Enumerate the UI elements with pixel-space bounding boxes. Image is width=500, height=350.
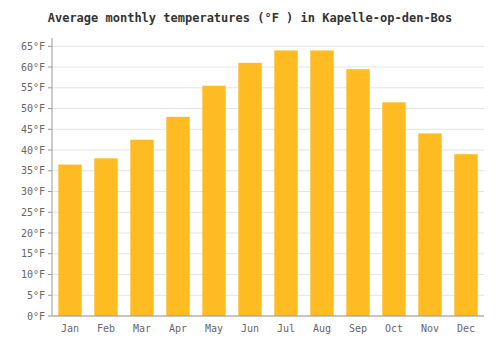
x-tick-label: Jan [61,323,79,334]
x-tick-labels: Jan Feb Mar Apr May Jun Jul Aug Sep Oct Nov Dec [61,323,475,334]
y-tick [48,87,52,88]
y-tick-label: 15°F [21,248,45,259]
x-tick-label: Nov [421,323,439,334]
y-tick [48,233,52,234]
y-tick [48,295,52,296]
y-tick-labels: 0°F 5°F 10°F 15°F 20°F 25°F 30°F 35°F 40°F 45°F 50… [21,41,52,322]
x-tick-label: Dec [457,323,475,334]
y-tick-label: 35°F [21,165,45,176]
y-tick [48,46,52,47]
y-axis-line [52,38,53,316]
grid-line [52,316,484,317]
x-tick-label: Feb [97,323,115,334]
y-tick-label: 45°F [21,124,45,135]
bar [418,133,441,316]
grid-line [52,46,484,47]
bar [346,69,369,316]
y-tick [48,191,52,192]
y-tick-label: 50°F [21,103,45,114]
chart-svg: Average monthly temperatures (°F ) in Ka… [0,0,500,350]
x-tick-label: Oct [385,323,403,334]
x-tick-label: Jun [241,323,259,334]
grid-line [52,129,484,130]
bar [94,158,117,316]
y-tick-label: 25°F [21,207,45,218]
bar [310,50,333,316]
bar [382,102,405,316]
bar [238,63,261,316]
y-tick [48,108,52,109]
x-tick-label: Apr [169,323,187,334]
y-tick-label: 40°F [21,145,45,156]
grid [52,46,484,316]
y-tick [48,129,52,130]
bar [58,165,81,316]
y-tick [48,316,52,317]
y-tick [48,274,52,275]
y-tick-label: 65°F [21,41,45,52]
x-axis-line [52,316,484,317]
x-tick-label: Sep [349,323,367,334]
y-tick-label: 5°F [27,290,45,301]
bar [274,50,297,316]
y-tick [48,150,52,151]
bar [202,86,225,316]
y-tick-label: 20°F [21,228,45,239]
y-tick [48,67,52,68]
y-tick [48,170,52,171]
grid-line [52,87,484,88]
y-tick-label: 30°F [21,186,45,197]
x-tick-label: Mar [133,323,151,334]
y-tick-label: 60°F [21,62,45,73]
x-tick-label: Jul [277,323,295,334]
chart-title: Average monthly temperatures (°F ) in Ka… [48,11,453,25]
chart-container: Average monthly temperatures (°F ) in Ka… [0,0,500,350]
grid-line [52,108,484,109]
y-tick-label: 55°F [21,82,45,93]
y-tick [48,253,52,254]
bar [454,154,477,316]
x-tick-label: May [205,323,223,334]
bar [130,140,153,316]
bars [58,50,477,316]
y-tick [48,212,52,213]
x-tick-label: Aug [313,323,331,334]
bar [166,117,189,316]
y-tick-label: 10°F [21,269,45,280]
grid-line [52,67,484,68]
y-tick-label: 0°F [27,311,45,322]
